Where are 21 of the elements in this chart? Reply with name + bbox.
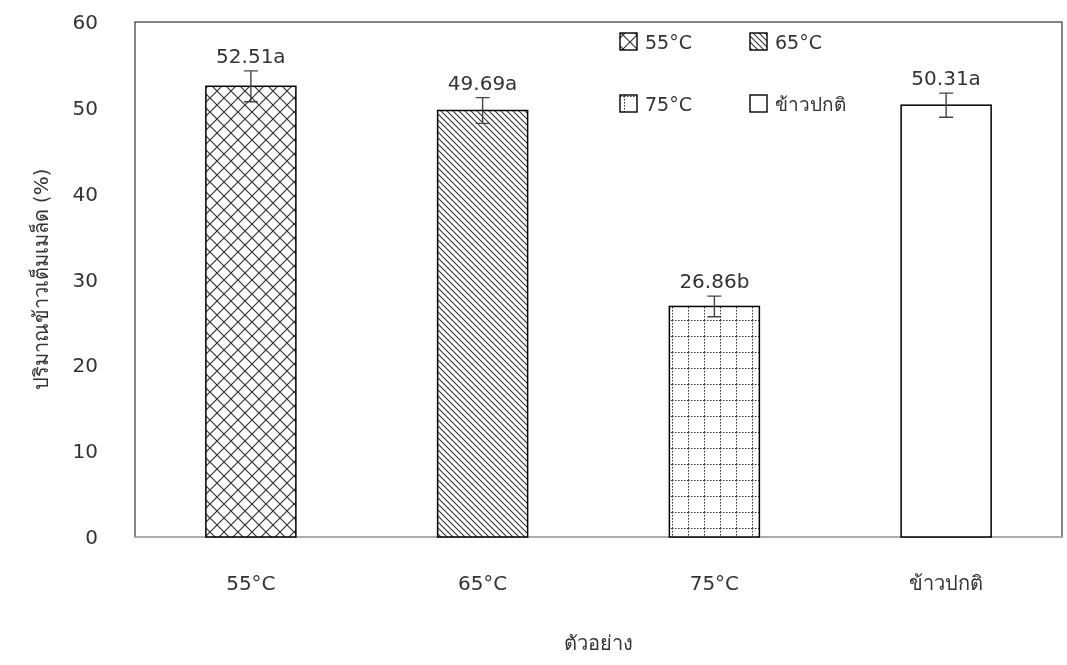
legend-label: 55°C [645, 31, 692, 53]
legend-label: ข้าวปกติ [775, 93, 846, 115]
legend-label: 65°C [775, 31, 822, 53]
y-tick-label: 50 [72, 95, 98, 120]
y-tick-label: 60 [72, 10, 98, 34]
legend-label: 75°C [645, 93, 692, 115]
x-tick-label: ข้าวปกติ [909, 571, 984, 595]
y-tick-label: 40 [72, 181, 98, 206]
x-axis-title: ตัวอย่าง [564, 631, 633, 655]
y-tick-label: 10 [72, 439, 98, 464]
y-tick-label: 20 [72, 353, 98, 378]
x-tick-label: 55°C [226, 571, 276, 595]
data-label: 49.69a [447, 70, 518, 95]
x-tick-label: 75°C [689, 571, 740, 595]
x-tick-label: 65°C [457, 571, 508, 595]
y-tick-label: 0 [85, 525, 98, 549]
data-label: 50.31a [911, 66, 981, 91]
data-label: 52.51a [216, 43, 286, 68]
data-label: 26.86b [679, 269, 750, 294]
y-tick-label: 30 [72, 267, 98, 292]
y-axis-title: ปริมาณข้าวเต็มเมล็ด (%) [28, 168, 53, 391]
